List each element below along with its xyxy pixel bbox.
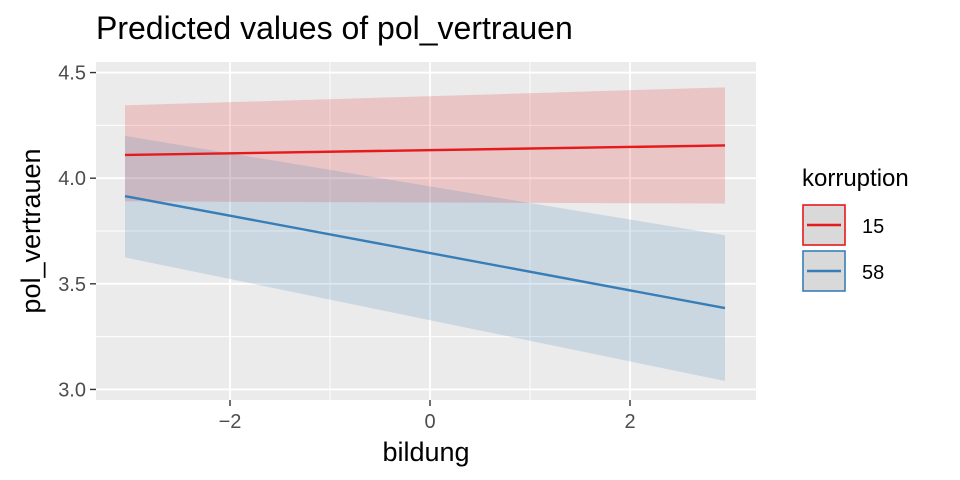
x-axis-label: bildung <box>382 437 469 467</box>
y-axis-label: pol_vertrauen <box>16 148 46 313</box>
legend-title: korruption <box>802 165 909 192</box>
y-tick-label: 4.0 <box>58 168 86 190</box>
grid-minor <box>96 62 756 400</box>
grid-major <box>96 62 756 400</box>
x-tick-label: 2 <box>624 411 635 433</box>
ribbon-58 <box>125 135 725 381</box>
y-tick-label: 4.5 <box>58 63 86 85</box>
legend: korruption 15 58 <box>802 165 909 292</box>
series-lines <box>124 144 726 310</box>
line-15 <box>124 144 726 157</box>
x-tick-label: 0 <box>424 411 435 433</box>
y-axis: 3.0 3.5 4.0 4.5 <box>58 63 96 401</box>
chart-title: Predicted values of pol_vertrauen <box>96 10 573 46</box>
x-axis: −2 0 2 <box>219 400 636 433</box>
x-tick-label: −2 <box>219 411 242 433</box>
confidence-ribbons <box>125 87 725 381</box>
line-58 <box>124 194 726 310</box>
legend-label-58: 58 <box>862 262 884 284</box>
y-tick-label: 3.0 <box>58 379 86 401</box>
y-tick-label: 3.5 <box>58 274 86 296</box>
legend-label-15: 15 <box>862 216 884 238</box>
ribbon-15 <box>125 87 725 204</box>
